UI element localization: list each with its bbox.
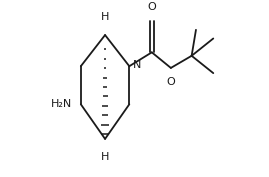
Text: H: H bbox=[101, 152, 109, 162]
Text: O: O bbox=[147, 2, 156, 12]
Text: O: O bbox=[167, 78, 176, 87]
Text: N: N bbox=[133, 60, 142, 70]
Text: H: H bbox=[101, 12, 109, 22]
Text: H₂N: H₂N bbox=[51, 99, 72, 109]
